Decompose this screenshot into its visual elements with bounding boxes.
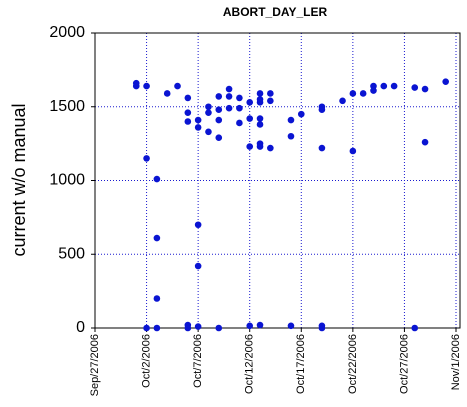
point (236, 94, 243, 102)
point (215, 324, 223, 332)
point (380, 82, 388, 90)
point (184, 118, 192, 125)
y-tick-label: 2000 (49, 24, 85, 41)
plot-frame (94, 32, 461, 329)
x-tick-label: Oct/12/2006 (244, 334, 256, 394)
point (132, 82, 140, 90)
point (205, 103, 212, 111)
point (215, 93, 223, 100)
point (421, 85, 429, 93)
point (442, 78, 449, 85)
point (225, 104, 233, 112)
point (256, 115, 264, 122)
point (421, 138, 429, 146)
point (287, 322, 295, 330)
point (318, 144, 326, 152)
point (297, 110, 305, 118)
x-tick-label: Sep/27/2006 (89, 334, 101, 396)
point (318, 324, 326, 332)
chart-title: ABORT_DAY_LER (223, 5, 328, 19)
point (359, 90, 367, 97)
y-tick-label: 1000 (49, 172, 85, 189)
point (246, 322, 254, 330)
point (194, 124, 202, 131)
point (184, 109, 192, 116)
x-tick-label: Oct/17/2006 (295, 334, 307, 394)
point (287, 116, 295, 124)
point (143, 82, 150, 90)
point (215, 106, 223, 113)
point (143, 155, 150, 162)
x-tick-label: Oct/2/2006 (140, 334, 152, 388)
point (205, 109, 212, 116)
y-tick-label: 0 (76, 319, 85, 336)
point (194, 116, 202, 124)
point (153, 324, 161, 332)
point (153, 234, 161, 242)
point (184, 324, 192, 332)
point (194, 323, 202, 330)
point (246, 143, 254, 150)
point (411, 324, 419, 332)
point (225, 93, 233, 100)
point (256, 121, 264, 128)
point (174, 82, 181, 90)
point (339, 97, 346, 105)
x-tick-label: Oct/7/2006 (192, 334, 204, 388)
x-tick-label: Oct/22/2006 (347, 334, 359, 394)
point (194, 262, 202, 270)
point (267, 97, 274, 105)
point (256, 321, 264, 329)
x-tick-label: Nov/1/2006 (450, 334, 462, 390)
point (411, 84, 419, 91)
point (256, 143, 264, 150)
point (236, 119, 243, 127)
point (194, 221, 202, 229)
point (349, 147, 357, 155)
point (370, 87, 377, 94)
point (390, 82, 398, 90)
point (267, 144, 274, 152)
point (236, 104, 243, 112)
point (246, 99, 254, 106)
point (153, 175, 161, 183)
point (256, 99, 264, 106)
point (163, 90, 171, 97)
y-axis-label: current w/o manual (9, 103, 29, 256)
point (215, 134, 223, 142)
point (205, 128, 212, 136)
y-tick-label: 1500 (49, 98, 85, 115)
y-tick-label: 500 (58, 245, 85, 262)
point (215, 116, 223, 124)
point (153, 295, 161, 302)
point (225, 85, 233, 93)
x-tick-label: Oct/27/2006 (398, 334, 410, 394)
point (287, 132, 295, 140)
point (349, 90, 357, 97)
point (246, 115, 254, 122)
point (318, 106, 326, 113)
point (143, 324, 150, 332)
point (184, 94, 192, 102)
point (267, 90, 274, 97)
point (256, 90, 264, 97)
